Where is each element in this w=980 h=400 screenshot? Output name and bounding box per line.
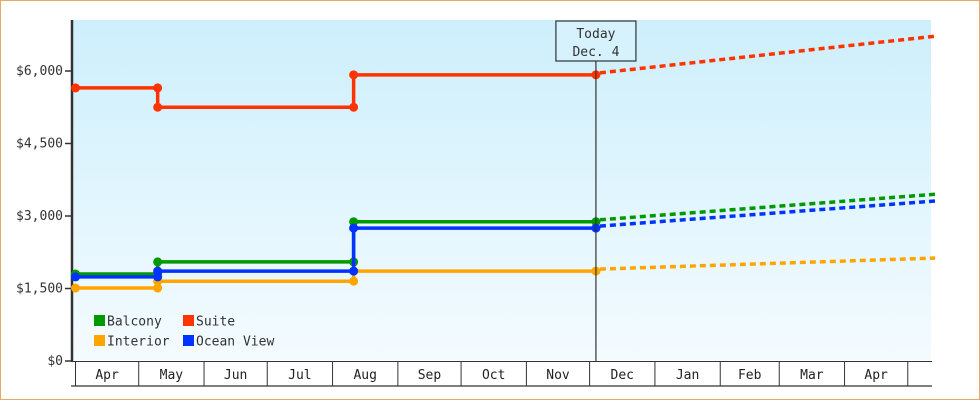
today-label: Today <box>576 27 615 42</box>
x-month-label: Jun <box>224 368 247 383</box>
data-point <box>153 283 163 293</box>
legend-swatch <box>183 335 194 346</box>
x-month-label: Nov <box>546 368 570 383</box>
series-history-line <box>75 226 596 279</box>
today-date-label: Dec. 4 <box>572 45 619 60</box>
data-point <box>349 266 359 276</box>
data-point <box>349 102 359 112</box>
data-point <box>153 102 163 112</box>
x-month-label: Mar <box>800 368 824 383</box>
x-month-label: Feb <box>738 368 762 383</box>
series-history-line <box>75 220 596 276</box>
legend-swatch <box>94 335 105 346</box>
legend-label: Ocean View <box>196 335 274 350</box>
y-tick-label: $4,500 <box>16 137 63 152</box>
x-month-label: Sep <box>418 368 442 383</box>
data-point <box>71 283 80 293</box>
legend-label: Balcony <box>107 315 162 330</box>
data-point <box>153 266 163 276</box>
x-month-label: Apr <box>95 368 119 383</box>
x-month-label: Dec <box>611 368 634 383</box>
legend-label: Suite <box>196 315 235 330</box>
x-month-label: Aug <box>353 368 376 383</box>
legend-label: Interior <box>107 335 170 350</box>
data-point <box>349 70 359 80</box>
data-point <box>349 276 359 286</box>
x-month-label: Oct <box>482 368 505 383</box>
plot-area <box>71 20 931 360</box>
y-tick-label: $1,500 <box>16 282 63 297</box>
series-forecast-line <box>599 256 936 271</box>
data-point <box>349 223 359 233</box>
series-ocean-view <box>71 199 936 282</box>
data-point <box>71 272 80 282</box>
data-point <box>71 83 80 93</box>
x-month-label: Jan <box>676 368 699 383</box>
x-month-label: Apr <box>864 368 888 383</box>
y-tick-label: $6,000 <box>16 64 63 79</box>
y-tick-label: $3,000 <box>16 209 63 224</box>
series-forecast-line <box>599 192 936 222</box>
data-point <box>153 83 163 93</box>
today-box <box>555 20 637 62</box>
x-month-label: Jul <box>288 368 311 383</box>
data-point <box>349 217 359 227</box>
series-history-line <box>75 73 596 109</box>
series-suite <box>71 34 936 112</box>
y-tick-label: $0 <box>47 354 63 369</box>
series-history-line <box>75 269 596 290</box>
series-forecast-line <box>599 199 936 228</box>
legend-swatch <box>94 315 105 326</box>
series-forecast-line <box>599 34 936 75</box>
x-month-label: May <box>160 368 184 383</box>
data-point <box>153 257 163 267</box>
legend-swatch <box>183 315 194 326</box>
